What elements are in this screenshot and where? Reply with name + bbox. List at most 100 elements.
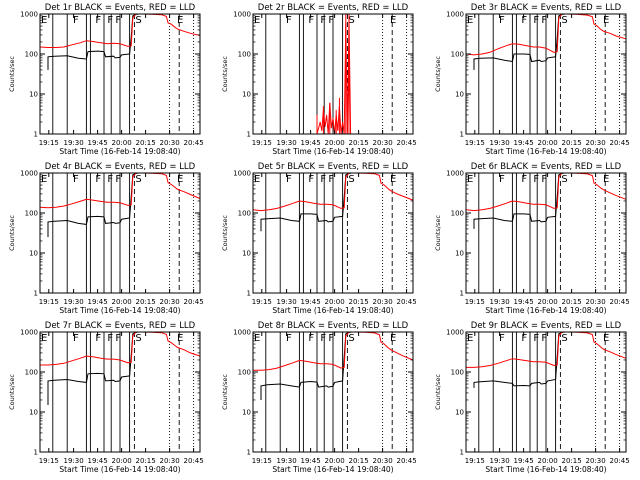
x-tick-label: 20:00 [538,457,558,465]
x-tick-label: 20:00 [538,139,558,147]
time-marker-label: F [521,174,527,185]
events-series-line [260,172,353,232]
plot-frame [252,172,414,294]
time-marker-label: E [177,174,183,185]
x-tick-label: 20:15 [349,298,369,306]
time-marker-label: F [73,15,79,26]
time-marker-label: F [533,174,539,185]
x-tick-label: 19:30 [64,457,84,465]
x-tick-label: 20:30 [586,139,606,147]
y-tick-label: 100 [238,210,251,218]
x-tick-label: 20:00 [112,298,132,306]
x-tick-label: 19:45 [88,139,108,147]
x-axis-label: Start Time (16-Feb-14 19:08:40) [485,465,606,474]
time-marker-label: F [320,15,326,26]
y-tick-label: 10 [455,250,464,258]
x-tick-label: 20:15 [349,457,369,465]
y-tick-label: 1000 [446,11,464,19]
y-tick-label: 10 [455,409,464,417]
time-marker-label: F [308,174,314,185]
time-marker-label: E [390,174,396,185]
y-tick-label: 1 [34,290,38,298]
time-marker-label: F [95,15,101,26]
plot-frame [39,13,201,135]
y-tick-label: 10 [455,91,464,99]
x-tick-label: 19:15 [252,457,272,465]
time-marker-label: S [135,15,141,26]
time-marker-label: F [521,15,527,26]
time-marker-label: F [328,174,334,185]
x-tick-label: 19:15 [39,457,59,465]
x-tick-label: 19:45 [514,139,534,147]
x-tick-label: 19:30 [277,457,297,465]
time-marker-label: E [390,333,396,344]
time-marker-label: F [95,333,101,344]
lld-series-line [40,331,201,366]
time-marker-label: F [533,333,539,344]
time-marker-label: E [467,15,473,26]
x-tick-label: 19:45 [301,457,321,465]
plot-frame [465,172,627,294]
x-tick-label: 20:15 [562,139,582,147]
y-tick-label: 1 [34,449,38,457]
x-tick-label: 19:45 [88,298,108,306]
x-tick-label: 19:15 [465,457,485,465]
y-axis-label: Counts/sec [8,215,16,251]
y-tick-label: 10 [242,409,251,417]
time-marker-label: E [254,174,260,185]
time-marker-label: F [107,15,113,26]
time-marker-label: F [521,333,527,344]
plot-frame [39,172,201,294]
y-tick-label: 1000 [233,170,251,178]
panel-title: Det 2r BLACK = Events, RED = LLD [258,3,409,13]
x-tick-label: 20:30 [160,298,180,306]
panel-title: Det 3r BLACK = Events, RED = LLD [471,3,622,13]
y-axis-label: Counts/sec [221,56,229,92]
y-tick-label: 1000 [446,170,464,178]
time-marker-label: F [286,333,292,344]
panel-title: Det 7r BLACK = Events, RED = LLD [45,321,196,331]
time-marker-label: F [320,333,326,344]
time-marker-label: F [73,174,79,185]
x-tick-label: 19:15 [252,139,272,147]
time-marker-label: F [107,174,113,185]
lld-series-line [466,331,627,368]
y-tick-label: 10 [242,91,251,99]
y-tick-label: 100 [25,369,38,377]
x-tick-label: 20:45 [397,139,417,147]
y-tick-label: 100 [25,51,38,59]
x-axis-label: Start Time (16-Feb-14 19:08:40) [59,306,180,315]
x-tick-label: 20:30 [586,457,606,465]
x-tick-label: 20:00 [325,298,345,306]
panel-title: Det 6r BLACK = Events, RED = LLD [471,162,622,172]
y-tick-label: 1 [460,290,464,298]
y-tick-label: 10 [29,91,38,99]
x-axis-label: Start Time (16-Feb-14 19:08:40) [272,306,393,315]
x-tick-label: 20:45 [397,298,417,306]
x-tick-label: 19:15 [465,298,485,306]
x-tick-label: 19:15 [252,298,272,306]
plot-frame [252,13,414,135]
time-marker-label: E [177,333,183,344]
y-tick-label: 1000 [20,11,38,19]
time-marker-label: F [115,174,121,185]
time-marker-label: F [308,333,314,344]
x-tick-label: 20:00 [325,139,345,147]
panel-title: Det 8r BLACK = Events, RED = LLD [258,321,409,331]
x-axis-label: Start Time (16-Feb-14 19:08:40) [485,306,606,315]
y-tick-label: 1 [247,290,251,298]
y-tick-label: 1 [247,131,251,139]
time-marker-label: F [286,174,292,185]
y-tick-label: 10 [29,409,38,417]
x-tick-label: 19:45 [88,457,108,465]
time-marker-label: F [328,15,334,26]
x-tick-label: 19:45 [301,298,321,306]
y-tick-label: 100 [25,210,38,218]
time-marker-label: F [73,333,79,344]
panel-title: Det 4r BLACK = Events, RED = LLD [45,162,196,172]
events-series-line [47,331,140,405]
x-axis-label: Start Time (16-Feb-14 19:08:40) [59,147,180,156]
